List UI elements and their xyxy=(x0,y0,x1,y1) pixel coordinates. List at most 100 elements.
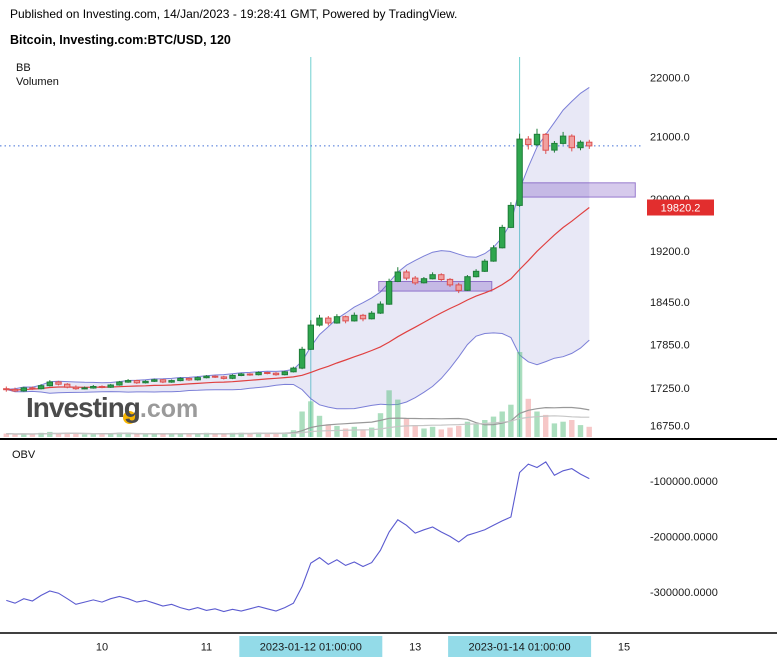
volume-bar xyxy=(482,420,488,437)
candle xyxy=(3,386,10,392)
volume-bar xyxy=(238,432,244,438)
volume-bar xyxy=(551,423,558,437)
candle xyxy=(551,141,558,153)
candle xyxy=(72,385,80,390)
indicator-label-bb: BB xyxy=(16,62,31,74)
volume-bar xyxy=(264,433,270,437)
candle xyxy=(37,384,45,390)
candle xyxy=(568,134,575,152)
candle xyxy=(420,277,428,284)
candle xyxy=(403,269,410,281)
volume-bar xyxy=(47,431,53,437)
price-axis[interactable]: 22000.021000.020000.019200.018450.017850… xyxy=(650,72,690,432)
volume-bar xyxy=(142,434,149,437)
volume-bar xyxy=(108,433,114,437)
x-tick-highlight xyxy=(448,636,592,657)
bb-lower-line xyxy=(6,332,590,410)
candle xyxy=(246,373,254,376)
candle xyxy=(472,269,480,278)
volume-bar xyxy=(212,433,218,437)
candle xyxy=(342,315,349,324)
volume-bar xyxy=(151,433,157,437)
candle xyxy=(90,385,97,389)
volume-bar xyxy=(429,426,436,437)
drawn-zone[interactable] xyxy=(378,281,493,292)
candle xyxy=(507,202,515,229)
volume-bar xyxy=(456,425,462,437)
candle xyxy=(238,372,245,377)
candle xyxy=(281,370,289,376)
candle xyxy=(499,224,506,249)
volume-bar xyxy=(534,411,540,437)
volume-bar xyxy=(447,427,453,437)
price-tick-label: 16750.0 xyxy=(650,421,690,433)
volume-bar xyxy=(342,428,349,437)
volume-bar xyxy=(543,414,549,437)
volume-bar xyxy=(186,434,192,437)
volume-bar xyxy=(3,433,9,437)
volume-bar xyxy=(516,352,523,437)
x-tick-highlight xyxy=(239,636,383,657)
candle xyxy=(255,371,262,376)
candle xyxy=(177,377,184,382)
volume-bar xyxy=(282,432,288,438)
candle xyxy=(81,386,88,390)
volume-bar xyxy=(377,413,384,437)
price-badge-value: 19820.2 xyxy=(661,203,701,215)
volume-bar xyxy=(125,432,131,438)
price-tick-label: 22000.0 xyxy=(650,72,690,84)
volume-bar xyxy=(168,434,175,437)
candle xyxy=(394,267,402,283)
volume-bar xyxy=(577,425,584,437)
candle xyxy=(351,312,358,322)
volume-bar xyxy=(247,433,253,437)
volume-bar xyxy=(560,421,566,437)
x-tick-label: 2023-01-14 01:00:00 xyxy=(469,642,571,654)
candles-series[interactable] xyxy=(3,128,593,392)
candle xyxy=(438,273,445,282)
candle xyxy=(142,380,149,384)
volume-bar xyxy=(421,428,427,437)
volume-bar xyxy=(81,434,88,437)
volume-bar xyxy=(55,433,62,437)
obv-tick-label: -100000.0000 xyxy=(650,476,718,488)
candle xyxy=(325,316,332,326)
volume-series xyxy=(3,352,592,438)
candle xyxy=(307,320,315,350)
candle xyxy=(481,259,489,272)
x-tick-label: 11 xyxy=(201,642,212,654)
price-tick-label: 21000.0 xyxy=(650,132,690,144)
volume-bar xyxy=(351,426,357,437)
volume-bar xyxy=(221,433,227,437)
watermark-ball-icon xyxy=(123,411,136,424)
x-tick-label: 15 xyxy=(618,642,630,654)
volume-bar xyxy=(229,432,236,438)
candle xyxy=(64,383,71,389)
candle xyxy=(194,376,201,381)
candle xyxy=(464,275,471,291)
volume-bar xyxy=(464,421,471,437)
candle xyxy=(385,278,393,305)
candle xyxy=(290,366,297,373)
volume-bar xyxy=(38,432,44,438)
candle xyxy=(264,371,271,375)
volume-bar xyxy=(116,432,123,438)
volume-bar xyxy=(299,411,305,437)
bb-fill xyxy=(6,87,590,409)
obv-tick-label: -300000.0000 xyxy=(650,587,718,599)
candle xyxy=(55,380,62,386)
candle xyxy=(525,136,532,150)
candle xyxy=(333,314,341,324)
candle xyxy=(533,128,541,146)
volume-bar xyxy=(90,434,96,437)
drawn-zone[interactable] xyxy=(519,182,636,198)
volume-ma-line xyxy=(6,415,590,435)
candle xyxy=(542,133,549,154)
obv-axis[interactable]: -100000.0000 -200000.0000 -300000.0000 xyxy=(650,476,718,599)
candle xyxy=(368,311,375,320)
watermark-suffix: .com xyxy=(139,395,199,423)
volume-bar xyxy=(160,433,166,437)
time-axis[interactable]: 10 11 2023-01-12 01:00:00 13 2023-01-14 01:0… xyxy=(96,636,630,657)
